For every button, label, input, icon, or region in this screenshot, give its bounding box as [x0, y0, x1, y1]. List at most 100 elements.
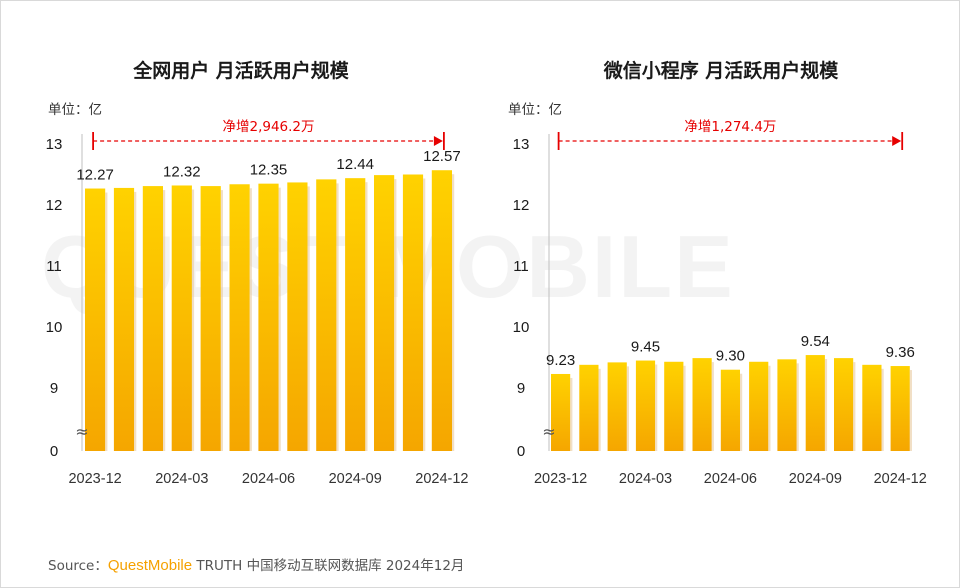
y-tick-label: 12: [46, 197, 63, 214]
data-label: 9.23: [546, 352, 575, 369]
y-tick-label: 9: [517, 380, 525, 397]
bar-shadow: [163, 190, 166, 451]
bar-shadow: [853, 362, 856, 451]
x-tick-label: 2023-12: [534, 471, 587, 487]
x-tick-label: 2024-06: [704, 471, 757, 487]
bar-2023-12: [551, 373, 571, 451]
bar-2024-02: [607, 362, 627, 451]
bar-2024-04: [200, 186, 221, 451]
bar-2024-07: [749, 361, 769, 451]
data-label: 9.54: [801, 333, 830, 350]
y-tick-label: 0: [517, 443, 525, 460]
axis-break-icon: ≈: [75, 422, 88, 441]
bar-shadow: [768, 365, 771, 451]
x-tick-label: 2023-12: [68, 471, 121, 487]
bar-shadow: [191, 189, 195, 452]
unit-label: 单位：亿: [508, 102, 562, 118]
source-text: TRUTH 中国移动互联网数据库 2024年12月: [196, 558, 465, 574]
bar-2024-08: [316, 179, 337, 451]
bar-2024-03: [171, 185, 192, 452]
bar-2024-08: [777, 359, 797, 451]
bar-2024-01: [579, 364, 599, 451]
bar-shadow: [626, 366, 629, 451]
chart-title: 全网用户 月活跃用户规模: [132, 59, 350, 82]
bar-shadow: [598, 368, 601, 451]
unit-label: 单位：亿: [48, 102, 102, 118]
bar-2024-12: [890, 366, 910, 451]
data-label: 9.45: [631, 339, 660, 356]
y-tick-label: 9: [50, 380, 58, 397]
bar-shadow: [683, 365, 686, 451]
data-label: 12.44: [336, 156, 374, 173]
bar-shadow: [220, 190, 223, 451]
bar-shadow: [105, 192, 108, 451]
y-tick-label: 10: [513, 319, 530, 336]
bar-shadow: [570, 377, 573, 451]
source-note: Source：QuestMobile TRUTH 中国移动互联网数据库 2024…: [48, 554, 464, 574]
bar-shadow: [365, 182, 368, 451]
bar-2024-09: [345, 178, 366, 451]
y-tick-label: 11: [513, 258, 529, 275]
bar-shadow: [336, 183, 339, 451]
source-brand: QuestMobile: [107, 557, 193, 574]
data-label: 9.30: [716, 348, 745, 365]
bar-2024-04: [664, 361, 684, 451]
bar-2024-05: [229, 184, 250, 451]
chart-title: 微信小程序 月活跃用户规模: [603, 59, 840, 82]
arrow-head-icon: [892, 136, 902, 146]
bar-2024-06: [258, 183, 279, 451]
data-label: 12.35: [250, 162, 288, 179]
bar-shadow: [134, 191, 137, 452]
y-tick-label: 0: [50, 443, 58, 460]
bar-shadow: [824, 359, 828, 451]
y-tick-label: 11: [46, 258, 62, 275]
bar-2024-02: [142, 186, 163, 451]
bar-2024-01: [113, 187, 135, 452]
source-prefix: Source：: [48, 558, 108, 574]
bar-2024-03: [635, 360, 656, 451]
arrow-head-icon: [433, 136, 443, 146]
bar-2024-10: [834, 358, 854, 451]
x-tick-label: 2024-06: [242, 471, 295, 487]
y-tick-label: 13: [513, 136, 530, 153]
bar-2024-12: [431, 170, 452, 452]
bar-shadow: [711, 362, 714, 451]
data-label: 12.32: [163, 163, 201, 180]
bar-2024-11: [862, 364, 882, 451]
bar-shadow: [307, 186, 310, 451]
bar-shadow: [278, 187, 281, 451]
bar-2024-11: [402, 174, 424, 451]
bar-shadow: [881, 368, 884, 451]
bar-shadow: [655, 364, 658, 451]
data-label: 12.27: [76, 167, 114, 184]
bar-2024-09: [805, 355, 825, 451]
net-increase-label: 净增1,274.4万: [684, 119, 776, 135]
bar-2024-07: [287, 182, 308, 451]
x-tick-label: 2024-09: [789, 471, 842, 487]
bar-shadow: [796, 363, 799, 451]
bar-shadow: [423, 178, 426, 451]
bar-shadow: [249, 188, 252, 451]
bar-2024-10: [374, 175, 395, 452]
y-tick-label: 10: [46, 319, 63, 336]
net-increase-label: 净增2,946.2万: [222, 119, 314, 135]
x-tick-label: 2024-03: [619, 471, 672, 487]
bar-shadow: [740, 373, 743, 451]
x-tick-label: 2024-12: [415, 471, 468, 487]
data-label: 12.57: [423, 148, 461, 165]
bar-2024-05: [692, 358, 712, 451]
x-tick-label: 2024-03: [155, 471, 208, 487]
y-tick-label: 12: [513, 197, 530, 214]
y-tick-label: 13: [46, 136, 63, 153]
data-label: 9.36: [886, 344, 915, 361]
bar-shadow: [909, 370, 912, 451]
bar-2024-06: [720, 369, 740, 451]
bar-shadow: [452, 174, 455, 452]
x-tick-label: 2024-09: [329, 471, 382, 487]
axis-break-icon: ≈: [542, 422, 555, 441]
bar-2023-12: [85, 188, 106, 451]
x-tick-label: 2024-12: [874, 471, 927, 487]
